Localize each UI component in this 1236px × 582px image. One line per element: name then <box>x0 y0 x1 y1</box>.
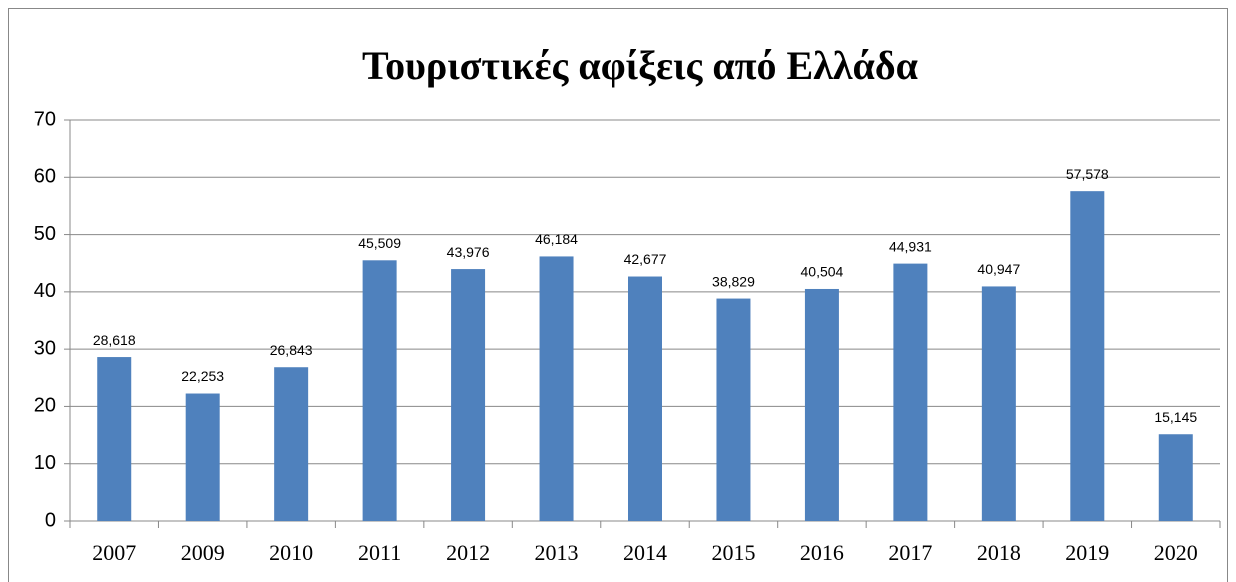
bar <box>97 357 132 521</box>
y-tick-label: 40 <box>34 280 56 302</box>
x-tick-label: 2013 <box>535 540 579 565</box>
bar <box>628 276 662 521</box>
x-tick-label: 2017 <box>888 540 932 565</box>
data-label: 15,145 <box>1154 409 1197 425</box>
x-tick-label: 2007 <box>92 540 136 565</box>
x-tick-label: 2016 <box>800 540 844 565</box>
data-label: 40,947 <box>977 261 1020 277</box>
bar <box>1070 191 1105 521</box>
data-label: 44,931 <box>889 238 932 254</box>
bar <box>893 263 928 521</box>
data-label: 42,677 <box>624 251 667 267</box>
x-tick-label: 2009 <box>181 540 225 565</box>
bar <box>185 393 220 521</box>
x-tick-label: 2014 <box>623 540 667 565</box>
y-tick-label: 20 <box>34 395 56 417</box>
x-tick-label: 2015 <box>711 540 755 565</box>
y-tick-label: 70 <box>34 108 56 130</box>
bar <box>804 288 839 521</box>
data-label: 28,618 <box>93 332 136 348</box>
x-tick-label: 2010 <box>269 540 313 565</box>
x-tick-label: 2011 <box>358 540 401 565</box>
data-label: 45,509 <box>358 235 401 251</box>
bar <box>539 256 574 521</box>
bar <box>1158 434 1193 521</box>
bar <box>451 269 486 521</box>
y-tick-label: 50 <box>34 223 56 245</box>
data-label: 43,976 <box>447 244 490 260</box>
y-tick-label: 0 <box>45 509 56 531</box>
data-label: 40,504 <box>801 264 844 280</box>
x-tick-label: 2020 <box>1154 540 1198 565</box>
data-label: 38,829 <box>712 273 755 289</box>
y-tick-label: 10 <box>34 452 56 474</box>
y-tick-label: 60 <box>34 166 56 188</box>
data-label: 46,184 <box>535 231 578 247</box>
chart-title: Τουριστικές αφίξεις από Ελλάδα <box>362 43 918 88</box>
x-tick-label: 2018 <box>977 540 1021 565</box>
data-label: 22,253 <box>181 368 224 384</box>
bar <box>981 286 1016 521</box>
y-tick-label: 30 <box>34 337 56 359</box>
x-tick-label: 2019 <box>1065 540 1109 565</box>
bar <box>716 298 751 521</box>
data-label: 57,578 <box>1066 166 1109 182</box>
x-tick-label: 2012 <box>446 540 490 565</box>
bar <box>274 367 309 521</box>
bar <box>362 260 397 521</box>
data-label: 26,843 <box>270 342 313 358</box>
